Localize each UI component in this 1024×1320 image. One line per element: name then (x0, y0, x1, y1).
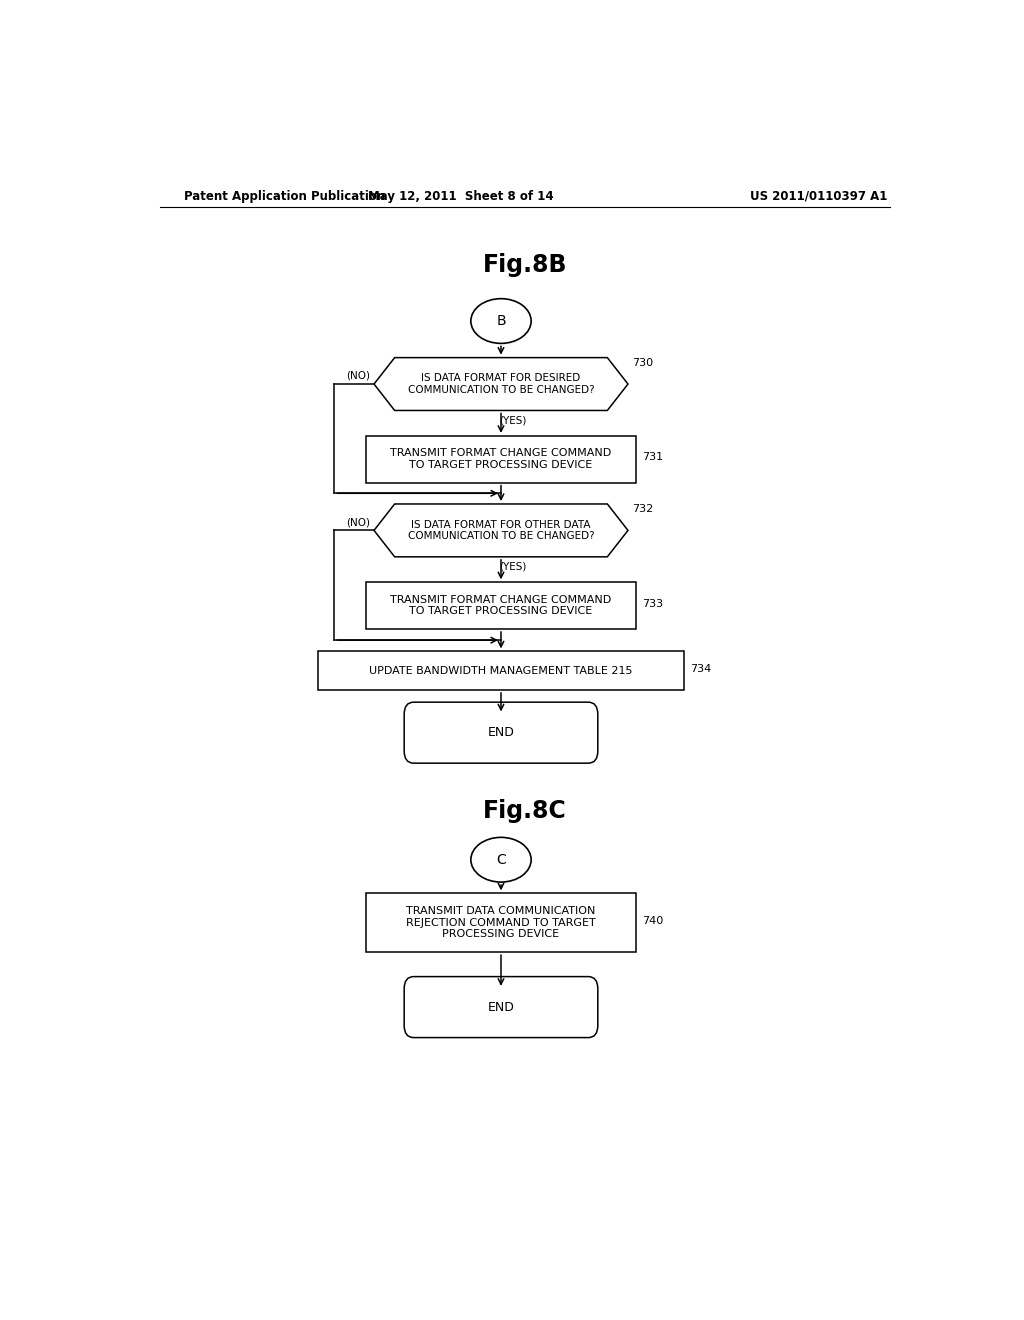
Text: Patent Application Publication: Patent Application Publication (183, 190, 385, 202)
Text: (YES): (YES) (500, 416, 526, 425)
Text: Fig.8B: Fig.8B (482, 253, 567, 277)
Text: 731: 731 (642, 453, 664, 462)
Text: 733: 733 (642, 598, 664, 609)
Text: IS DATA FORMAT FOR DESIRED
COMMUNICATION TO BE CHANGED?: IS DATA FORMAT FOR DESIRED COMMUNICATION… (408, 374, 594, 395)
Text: US 2011/0110397 A1: US 2011/0110397 A1 (750, 190, 887, 202)
Text: (YES): (YES) (500, 562, 526, 572)
Text: END: END (487, 1001, 514, 1014)
Text: (NO): (NO) (346, 517, 370, 527)
FancyBboxPatch shape (404, 702, 598, 763)
FancyBboxPatch shape (404, 977, 598, 1038)
Text: May 12, 2011  Sheet 8 of 14: May 12, 2011 Sheet 8 of 14 (369, 190, 554, 202)
Text: 740: 740 (642, 916, 664, 925)
Text: TRANSMIT FORMAT CHANGE COMMAND
TO TARGET PROCESSING DEVICE: TRANSMIT FORMAT CHANGE COMMAND TO TARGET… (390, 595, 611, 616)
Polygon shape (374, 358, 628, 411)
Text: Fig.8C: Fig.8C (483, 799, 566, 822)
Text: IS DATA FORMAT FOR OTHER DATA
COMMUNICATION TO BE CHANGED?: IS DATA FORMAT FOR OTHER DATA COMMUNICAT… (408, 520, 594, 541)
Text: UPDATE BANDWIDTH MANAGEMENT TABLE 215: UPDATE BANDWIDTH MANAGEMENT TABLE 215 (370, 665, 633, 676)
Polygon shape (374, 504, 628, 557)
Bar (366, 894, 636, 952)
Text: END: END (487, 726, 514, 739)
Text: C: C (496, 853, 506, 867)
Bar (366, 436, 636, 483)
Text: 732: 732 (632, 504, 653, 513)
Text: B: B (497, 314, 506, 329)
Text: (NO): (NO) (346, 371, 370, 381)
Text: TRANSMIT FORMAT CHANGE COMMAND
TO TARGET PROCESSING DEVICE: TRANSMIT FORMAT CHANGE COMMAND TO TARGET… (390, 449, 611, 470)
Text: 730: 730 (632, 358, 653, 368)
Bar (318, 651, 684, 690)
Text: 734: 734 (690, 664, 711, 673)
Bar (366, 582, 636, 630)
Text: TRANSMIT DATA COMMUNICATION
REJECTION COMMAND TO TARGET
PROCESSING DEVICE: TRANSMIT DATA COMMUNICATION REJECTION CO… (407, 906, 596, 940)
